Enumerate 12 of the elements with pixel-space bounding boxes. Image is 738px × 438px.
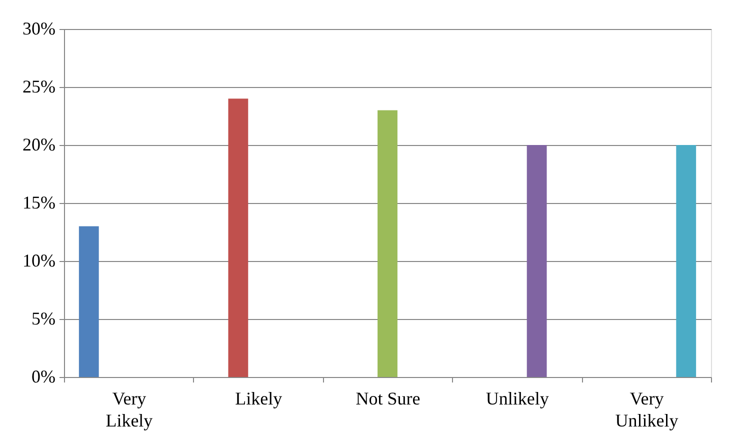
y-tick-label: 25% — [22, 76, 56, 96]
y-tick-label: 10% — [22, 250, 56, 270]
x-tick-label: Likely — [235, 388, 282, 408]
y-tick-label: 5% — [32, 308, 56, 328]
x-tick-label: Very Likely — [106, 388, 153, 430]
x-tick-label: Not Sure — [356, 388, 420, 408]
x-tick-label: Unlikely — [486, 388, 549, 408]
y-tick-label: 20% — [22, 134, 56, 154]
y-tick-label: 0% — [32, 366, 56, 386]
x-tick-label: Very Unlikely — [615, 388, 678, 430]
y-tick-label: 30% — [22, 18, 56, 38]
y-tick-label: 15% — [22, 192, 56, 212]
